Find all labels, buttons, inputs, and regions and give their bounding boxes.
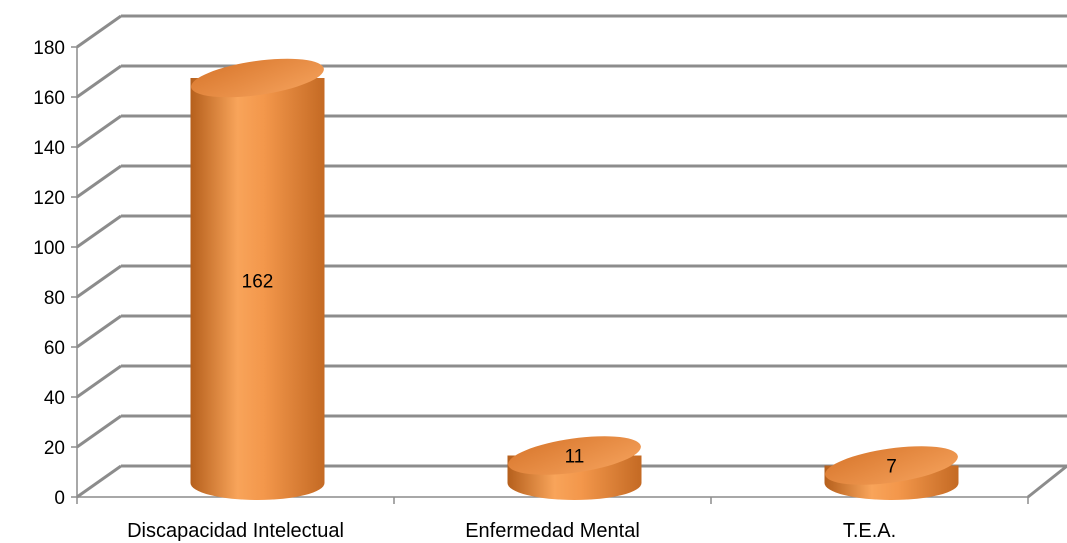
floor-edge — [1027, 464, 1067, 499]
bar — [507, 436, 642, 500]
y-tick-label: 20 — [44, 438, 65, 459]
x-category-label: Enfermedad Mental — [465, 520, 640, 542]
bar-cap — [508, 436, 641, 475]
bar — [190, 58, 325, 500]
y-tick-label: 60 — [44, 338, 65, 359]
y-tick-label: 140 — [33, 138, 65, 159]
y-tick-label: 80 — [44, 288, 65, 309]
gridline-depth — [76, 414, 122, 449]
gridline-depth — [76, 164, 122, 199]
bar-layer — [190, 58, 959, 500]
y-tick-label: 100 — [33, 238, 65, 259]
y-tick-label: 40 — [44, 388, 65, 409]
gridline-depth — [76, 264, 122, 299]
axis-layer: 0 20 40 60 80 100 120 140 160 180 — [33, 38, 1067, 509]
data-label: 162 — [242, 272, 274, 293]
y-tick-label: 120 — [33, 188, 65, 209]
data-label: 7 — [886, 457, 897, 478]
label-layer: 162 Discapacidad Intelectual 11 Enfermedad … — [127, 272, 897, 543]
gridline-depth — [76, 314, 122, 349]
y-tick-label: 160 — [33, 88, 65, 109]
gridline-depth — [76, 114, 122, 149]
gridline-depth — [76, 464, 122, 499]
gridline-depth — [76, 64, 122, 99]
x-category-label: Discapacidad Intelectual — [127, 520, 344, 542]
bar-cap — [191, 58, 324, 98]
bar-cap — [825, 446, 958, 485]
data-label: 11 — [565, 447, 585, 468]
gridline-depth — [76, 364, 122, 399]
y-tick-label: 180 — [33, 38, 65, 59]
x-category-label: T.E.A. — [843, 520, 896, 542]
y-tick-label: 0 — [54, 488, 65, 509]
gridline-depth — [76, 14, 122, 49]
gridline-depth — [76, 214, 122, 249]
bar — [824, 446, 959, 500]
bar-body — [190, 78, 325, 500]
